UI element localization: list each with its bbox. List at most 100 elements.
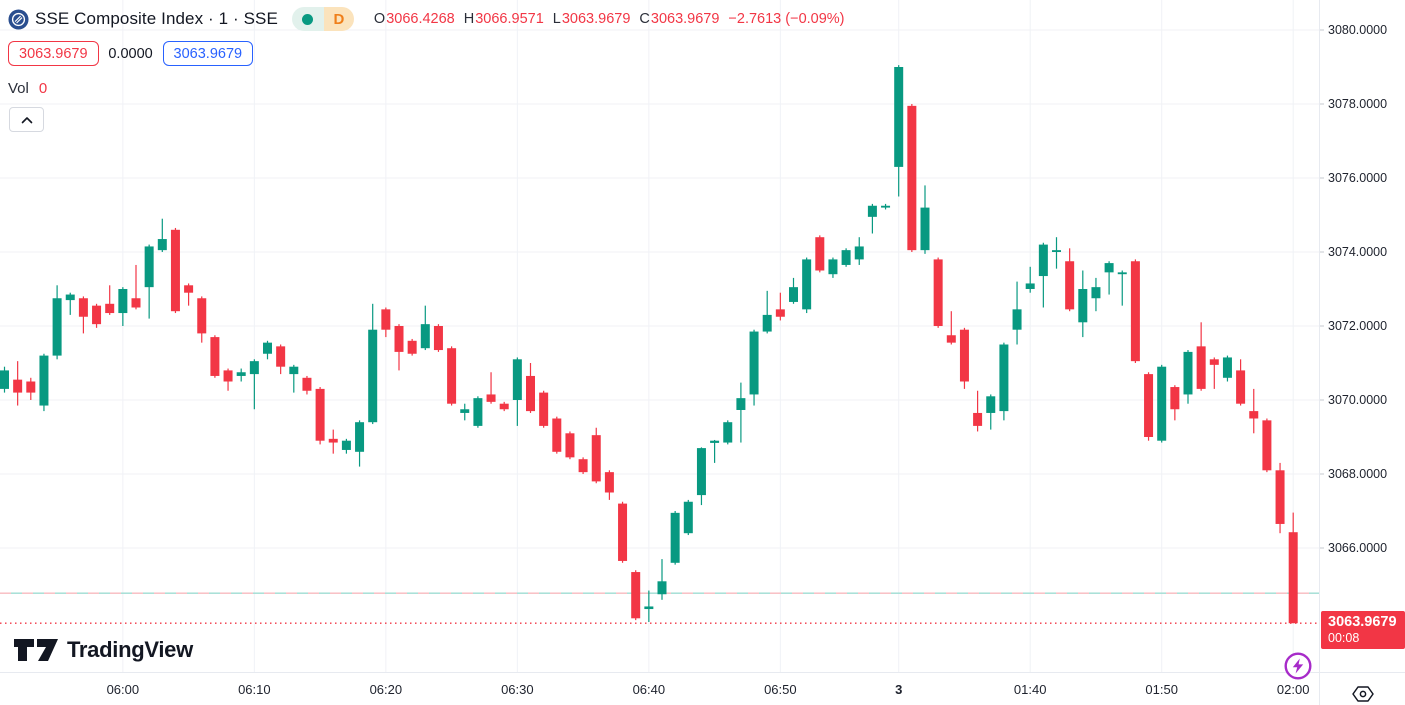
- candle-body-01:44: [1078, 289, 1088, 323]
- time-tick-label: 06:40: [632, 682, 666, 697]
- low-label: L: [552, 11, 561, 27]
- candle-body-06:04: [170, 229, 180, 312]
- time-tick-label: 06:30: [501, 682, 534, 697]
- candle-body-06:09: [236, 372, 246, 376]
- interval-pill[interactable]: D: [291, 7, 354, 31]
- candle-body-06:18: [355, 422, 365, 452]
- candle-body-06:55: [841, 250, 851, 265]
- candle-body-01:40: [1025, 283, 1035, 289]
- candle-body-06:34: [565, 433, 575, 458]
- candle-body-06:17: [341, 440, 351, 450]
- candle-body-01:35: [959, 329, 969, 382]
- candle-body-06:35: [578, 459, 588, 473]
- bar-countdown: 00:08: [1328, 631, 1360, 645]
- candle-body-06:28: [486, 394, 496, 402]
- candle-body-01:47: [1117, 272, 1127, 275]
- ohlc-readout: O 3066.4268 H 3066.9571 L 3063.9679 C 3063.9…: [374, 11, 845, 27]
- price-tick-label: 3076.0000: [1328, 171, 1388, 185]
- candle-body-06:02: [144, 246, 154, 288]
- time-tick-label: 02:00: [1276, 682, 1310, 697]
- collapse-legend-button[interactable]: [9, 107, 44, 132]
- candle-body-06:30: [512, 359, 522, 400]
- candle-body-05:58: [92, 305, 102, 325]
- tradingview-logo[interactable]: TradingView: [13, 637, 193, 663]
- candle-body-06:57: [867, 205, 877, 217]
- candle-body-06:50: [775, 309, 785, 317]
- candle-body-01:34: [946, 335, 956, 343]
- candle-body-06:06: [197, 298, 207, 334]
- candle-body-06:39: [631, 572, 641, 619]
- eye-icon[interactable]: [1351, 684, 1375, 704]
- candle-body-06:43: [683, 501, 693, 534]
- candle-body-06:27: [473, 398, 483, 426]
- candle-body-05:51: [0, 370, 9, 389]
- candle-body-06:36: [591, 435, 601, 482]
- candle-body-05:57: [78, 298, 88, 317]
- volume-row: Vol 0: [8, 80, 47, 100]
- sell-button[interactable]: 3063.9679: [8, 41, 99, 66]
- candle-body-01:41: [1038, 244, 1048, 277]
- candle-body-01:54: [1209, 359, 1219, 365]
- candle-body-06:03: [157, 239, 167, 251]
- tradingview-logo-icon: [14, 639, 58, 661]
- candle-body-06:01: [131, 298, 141, 308]
- candle-body-06:26: [460, 409, 470, 413]
- symbol-header: SSE Composite Index · 1 · SSE D O 3066.42…: [8, 6, 845, 32]
- close-label: C: [639, 11, 650, 27]
- candle-body-06:38: [618, 503, 628, 561]
- candle-body-01:58: [1262, 420, 1272, 471]
- close-value: 3063.9679: [650, 11, 720, 27]
- candle-body-06:29: [499, 403, 509, 410]
- open-label: O: [373, 11, 386, 27]
- candle-body-06:46: [723, 422, 733, 443]
- price-tick-label: 3070.0000: [1328, 393, 1388, 407]
- time-tick-label: 06:00: [106, 682, 140, 697]
- candle-body-01:37: [986, 396, 996, 413]
- candle-body-01:55: [1222, 357, 1232, 378]
- price-tick-label: 3074.0000: [1328, 245, 1388, 259]
- candle-body-05:55: [52, 298, 62, 356]
- candle-body-06:52: [802, 259, 812, 310]
- green-dot-icon: [302, 13, 314, 25]
- candle-body-06:12: [276, 346, 286, 367]
- candle-body-06:49: [762, 314, 772, 332]
- candle-body-01:53: [1196, 346, 1206, 389]
- candle-body-06:13: [289, 366, 299, 375]
- lightning-button[interactable]: [1284, 652, 1312, 680]
- symbol-title[interactable]: SSE Composite Index · 1 · SSE: [35, 9, 278, 28]
- candle-body-06:56: [854, 246, 864, 260]
- price-tick-label: 3072.0000: [1328, 319, 1388, 333]
- buy-button[interactable]: 3063.9679: [162, 41, 254, 66]
- candle-body-06:31: [526, 375, 535, 412]
- candle-body-06:44: [696, 448, 706, 496]
- candle-body-02:00: [1288, 532, 1298, 624]
- candle-body-06:48: [749, 331, 759, 395]
- candle-body-06:58: [881, 205, 891, 208]
- price-tick-label: 3078.0000: [1328, 97, 1388, 111]
- volume-value: 0: [38, 80, 48, 97]
- candle-body-06:20: [381, 309, 391, 330]
- candle-body-01:33: [933, 259, 943, 326]
- candle-body-06:47: [736, 398, 746, 410]
- candle-body-05:53: [26, 381, 36, 393]
- time-tick-label: 3: [895, 682, 903, 697]
- candle-body-01:57: [1249, 411, 1259, 419]
- sse-symbol-logo: [8, 8, 29, 30]
- candle-body-01:31: [907, 105, 917, 251]
- candle-body-01:51: [1170, 387, 1180, 410]
- candle-body-06:19: [368, 329, 378, 423]
- candle-body-01:43: [1065, 261, 1075, 310]
- candle-body-06:32: [539, 392, 549, 426]
- candle-body-06:07: [210, 337, 220, 376]
- candle-body-06:16: [328, 438, 338, 443]
- candle-body-01:49: [1144, 374, 1154, 437]
- candle-body-06:22: [407, 340, 417, 354]
- high-label: H: [463, 11, 475, 27]
- candle-body-06:05: [184, 285, 194, 293]
- change-value: −2.7613 (−0.09%): [728, 11, 845, 27]
- time-tick-label: 01:40: [1013, 682, 1047, 697]
- candle-body-01:42: [1052, 250, 1061, 252]
- candle-body-01:30: [894, 67, 904, 167]
- last-price-label: 3063.9679 00:08: [1321, 611, 1405, 649]
